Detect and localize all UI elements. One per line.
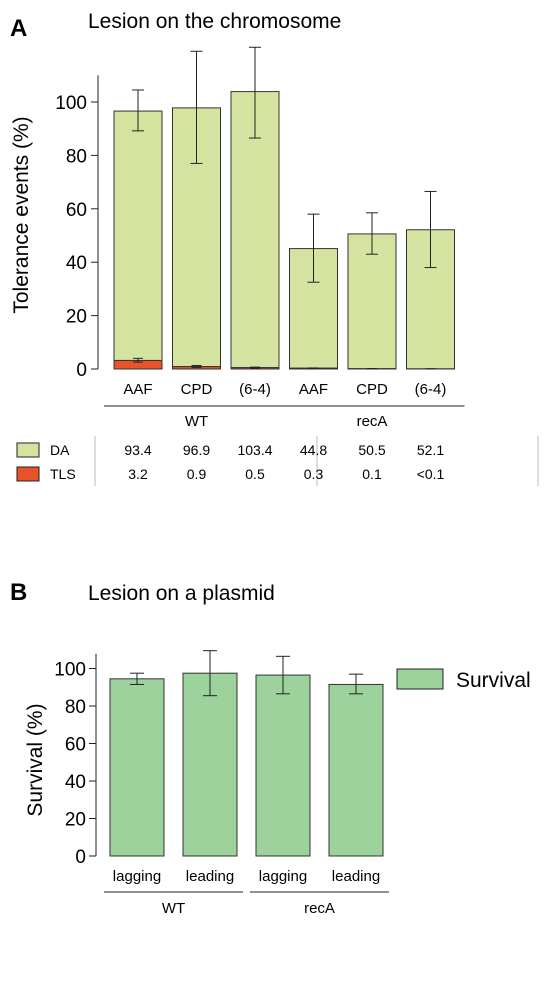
x-tick-label: CPD	[356, 381, 388, 398]
table-value-tls: 3.2	[128, 466, 148, 482]
table-value-da: 52.1	[417, 442, 444, 458]
y-tick-label: 20	[66, 307, 87, 328]
y-tick-label: 40	[65, 772, 86, 793]
legend-label-da: DA	[50, 442, 70, 458]
legend-swatch-da	[16, 442, 40, 458]
y-tick-label: 40	[66, 253, 87, 274]
bar-da	[113, 110, 163, 361]
table-value-da: 50.5	[358, 442, 385, 458]
bar-survival	[109, 678, 165, 857]
panel-a-table: DA TLS 93.4 96.9 103.4 44.8 50.5 52.1 3.2 0.9 0.…	[16, 436, 539, 486]
x-tick-label: leading	[186, 868, 234, 885]
x-tick-label: (6-4)	[415, 381, 447, 398]
y-tick-label: 100	[54, 660, 86, 681]
legend-label-tls: TLS	[50, 466, 76, 482]
table-value-da: 103.4	[237, 442, 272, 458]
bar-survival	[255, 674, 311, 857]
panel-a-label: A	[10, 15, 27, 42]
y-tick-label: 60	[65, 735, 86, 756]
bar-survival	[328, 683, 384, 857]
table-value-tls: 0.5	[245, 466, 265, 482]
panel-b-chart: 0 20 40 60 80 100 lagging leading lagging leading…	[54, 650, 389, 917]
y-tick-label: 0	[76, 360, 87, 381]
x-tick-label: (6-4)	[239, 381, 271, 398]
bar-da	[347, 233, 397, 370]
y-tick-label: 100	[55, 93, 87, 114]
table-value-da: 44.8	[300, 442, 327, 458]
x-tick-label: lagging	[259, 868, 307, 885]
table-value-tls: <0.1	[417, 466, 445, 482]
panel-b-y-axis-label: Survival (%)	[24, 703, 47, 816]
group-label: WT	[185, 413, 208, 430]
group-label: recA	[357, 413, 388, 430]
y-tick-label: 60	[66, 200, 87, 221]
table-value-tls: 0.9	[187, 466, 207, 482]
bar-survival	[182, 672, 238, 857]
y-tick-label: 20	[65, 810, 86, 831]
legend-swatch-tls	[16, 466, 40, 482]
panel-a-title: Lesion on the chromosome	[88, 10, 341, 33]
panel-a-y-axis-label: Tolerance events (%)	[10, 116, 33, 313]
panel-b-title: Lesion on a plasmid	[88, 582, 275, 605]
x-tick-label: leading	[332, 868, 380, 885]
x-tick-label: lagging	[113, 868, 161, 885]
table-value-da: 96.9	[183, 442, 210, 458]
group-label: WT	[162, 900, 185, 917]
y-tick-label: 0	[75, 847, 86, 868]
x-tick-label: AAF	[123, 381, 152, 398]
table-value-da: 93.4	[124, 442, 151, 458]
panel-a-chart: 0 20 40 60 80 100 AAF CPD (6-4) AAF CPD (6-4) WT recA	[55, 46, 465, 430]
table-value-tls: 0.1	[362, 466, 382, 482]
legend-swatch-survival	[396, 668, 444, 690]
y-tick-label: 80	[65, 697, 86, 718]
legend-label-survival: Survival	[456, 669, 531, 692]
x-tick-label: AAF	[299, 381, 328, 398]
x-tick-label: CPD	[181, 381, 213, 398]
panel-b-label: B	[10, 579, 27, 606]
group-label: recA	[304, 900, 335, 917]
y-tick-label: 80	[66, 146, 87, 167]
table-value-tls: 0.3	[304, 466, 324, 482]
